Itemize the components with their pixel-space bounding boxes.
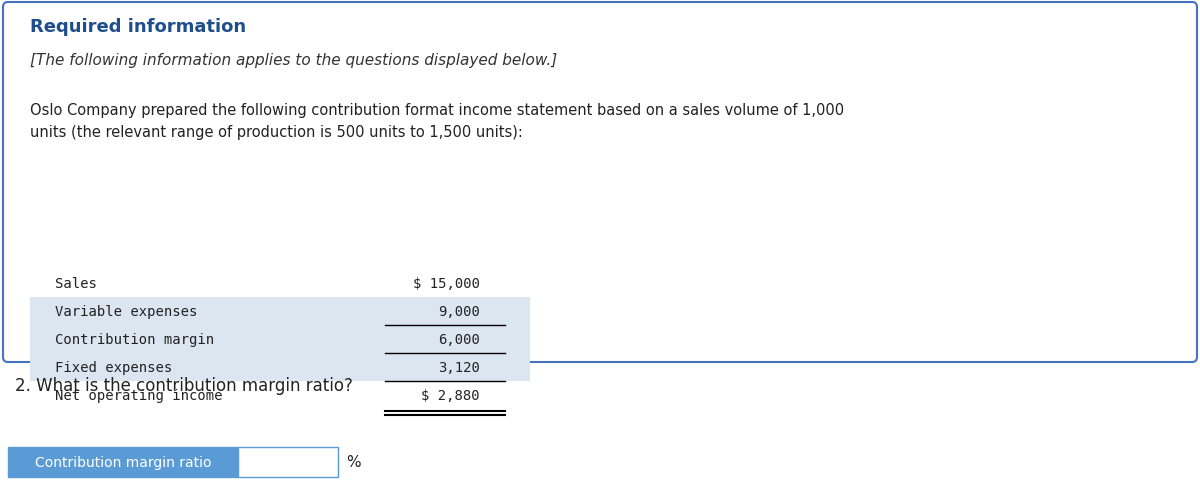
Text: Contribution margin ratio: Contribution margin ratio — [35, 455, 211, 469]
Text: 3,120: 3,120 — [438, 360, 480, 374]
Text: 6,000: 6,000 — [438, 333, 480, 346]
Bar — [8, 447, 238, 477]
Text: Variable expenses: Variable expenses — [55, 304, 197, 318]
Text: Fixed expenses: Fixed expenses — [55, 360, 173, 374]
Text: %: % — [346, 454, 361, 469]
Text: $ 2,880: $ 2,880 — [421, 388, 480, 402]
Text: Oslo Company prepared the following contribution format income statement based o: Oslo Company prepared the following cont… — [30, 103, 844, 140]
Text: $ 15,000: $ 15,000 — [413, 276, 480, 290]
Text: 9,000: 9,000 — [438, 304, 480, 318]
Bar — [30, 297, 530, 325]
Text: Required information: Required information — [30, 18, 246, 36]
Bar — [238, 447, 338, 477]
Text: Contribution margin: Contribution margin — [55, 333, 214, 346]
Text: Net operating income: Net operating income — [55, 388, 222, 402]
Text: 2. What is the contribution margin ratio?: 2. What is the contribution margin ratio… — [14, 376, 353, 394]
FancyBboxPatch shape — [2, 3, 1198, 362]
Bar — [30, 325, 530, 353]
Text: Sales: Sales — [55, 276, 97, 290]
Bar — [30, 353, 530, 381]
Text: [The following information applies to the questions displayed below.]: [The following information applies to th… — [30, 53, 557, 68]
